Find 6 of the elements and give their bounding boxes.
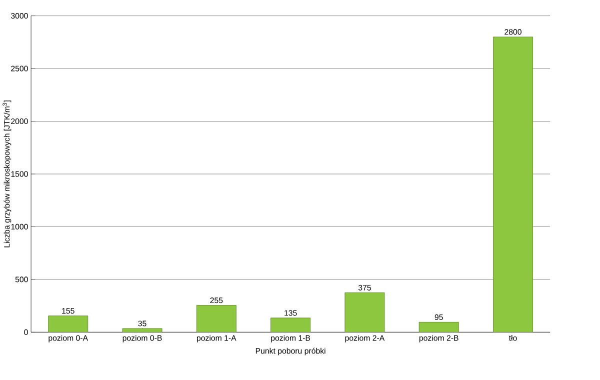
bar: [344, 292, 385, 332]
bar: [419, 322, 459, 332]
bar: [493, 36, 533, 332]
bar: [270, 318, 311, 332]
bar: [196, 305, 236, 332]
bar: [48, 316, 88, 332]
